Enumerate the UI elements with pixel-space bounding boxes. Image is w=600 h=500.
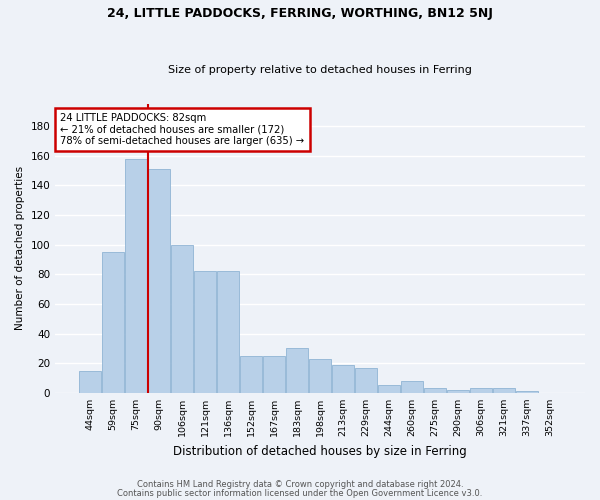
- Bar: [447, 390, 469, 393]
- Text: 24, LITTLE PADDOCKS, FERRING, WORTHING, BN12 5NJ: 24, LITTLE PADDOCKS, FERRING, WORTHING, …: [107, 8, 493, 20]
- Text: Contains public sector information licensed under the Open Government Licence v3: Contains public sector information licen…: [118, 488, 482, 498]
- Text: Contains HM Land Registry data © Crown copyright and database right 2024.: Contains HM Land Registry data © Crown c…: [137, 480, 463, 489]
- Bar: [263, 356, 285, 393]
- Bar: [470, 388, 492, 393]
- Bar: [148, 169, 170, 393]
- Bar: [194, 272, 216, 393]
- Bar: [332, 364, 354, 393]
- Bar: [240, 356, 262, 393]
- Bar: [355, 368, 377, 393]
- Y-axis label: Number of detached properties: Number of detached properties: [15, 166, 25, 330]
- Bar: [493, 388, 515, 393]
- Bar: [401, 381, 423, 393]
- Bar: [424, 388, 446, 393]
- Text: 24 LITTLE PADDOCKS: 82sqm
← 21% of detached houses are smaller (172)
78% of semi: 24 LITTLE PADDOCKS: 82sqm ← 21% of detac…: [61, 112, 305, 146]
- Bar: [217, 272, 239, 393]
- Bar: [125, 159, 147, 393]
- Bar: [102, 252, 124, 393]
- Bar: [79, 370, 101, 393]
- Bar: [378, 386, 400, 393]
- Bar: [286, 348, 308, 393]
- Title: Size of property relative to detached houses in Ferring: Size of property relative to detached ho…: [168, 66, 472, 76]
- Bar: [516, 392, 538, 393]
- Bar: [171, 244, 193, 393]
- X-axis label: Distribution of detached houses by size in Ferring: Distribution of detached houses by size …: [173, 444, 467, 458]
- Bar: [309, 358, 331, 393]
